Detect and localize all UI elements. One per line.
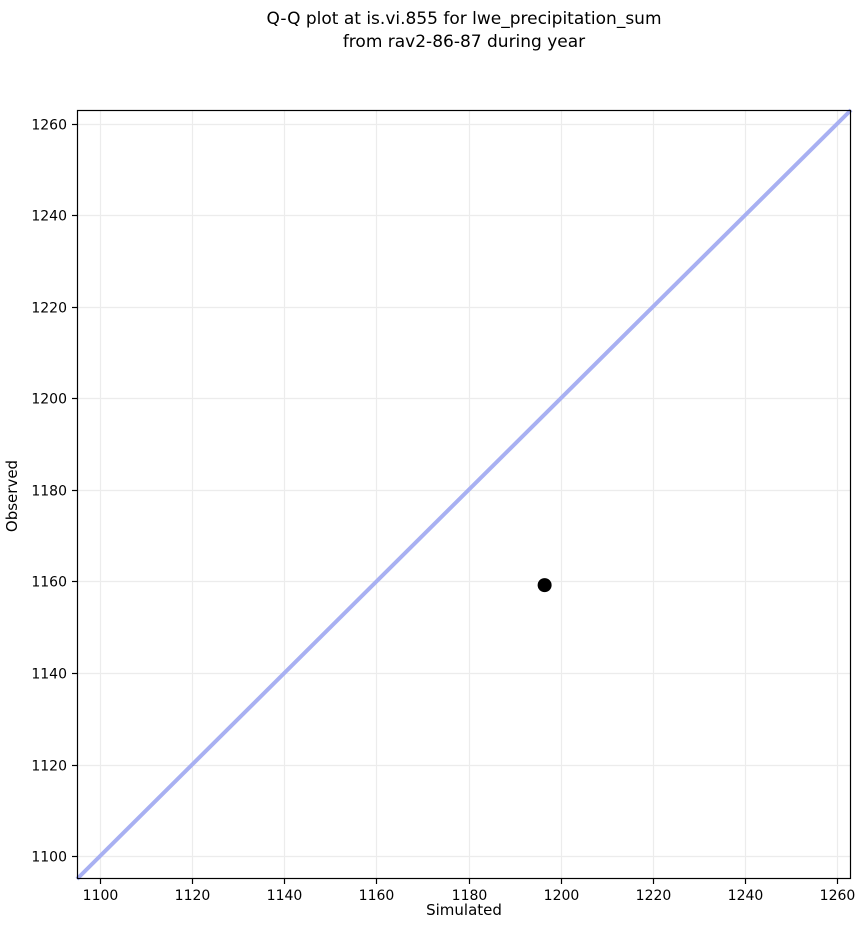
x-tick-label: 1180	[452, 888, 488, 904]
chart-title: Q-Q plot at is.vi.855 for lwe_precipitat…	[77, 8, 851, 54]
quantile-points	[537, 578, 552, 593]
x-tick-label: 1120	[175, 888, 211, 904]
y-tick-label: 1260	[31, 118, 67, 134]
chart-title-line-1: Q-Q plot at is.vi.855 for lwe_precipitat…	[266, 9, 662, 29]
y-tick-label: 1180	[31, 484, 67, 500]
x-axis-label: Simulated	[426, 901, 502, 919]
x-tick-label: 1200	[544, 888, 580, 904]
y-tick-label: 1160	[31, 575, 67, 591]
axes-spines	[76, 109, 852, 880]
y-tick-label: 1220	[31, 301, 67, 317]
y-axis-label: Observed	[3, 459, 21, 533]
y-tick-label: 1120	[31, 759, 67, 775]
y-tick-label: 1140	[31, 667, 67, 683]
data-point	[537, 578, 552, 593]
y-tick-label: 1240	[31, 209, 67, 225]
tick-marks	[72, 123, 839, 884]
x-tick-label: 1160	[359, 888, 395, 904]
tick-labels: 1100 1120 1140 1160 1180 1200 1220 1240 1260 1100…	[31, 118, 855, 905]
chart-title-line-2: from rav2-86-87 during year	[342, 31, 586, 52]
x-tick-label: 1100	[83, 888, 119, 904]
x-tick-label: 1260	[820, 888, 856, 904]
y-tick-label: 1100	[31, 850, 67, 866]
x-tick-label: 1140	[267, 888, 303, 904]
identity-line	[75, 108, 853, 881]
x-tick-label: 1220	[636, 888, 672, 904]
grid-lines	[77, 110, 851, 879]
y-tick-label: 1200	[31, 392, 67, 408]
x-tick-label: 1240	[728, 888, 764, 904]
